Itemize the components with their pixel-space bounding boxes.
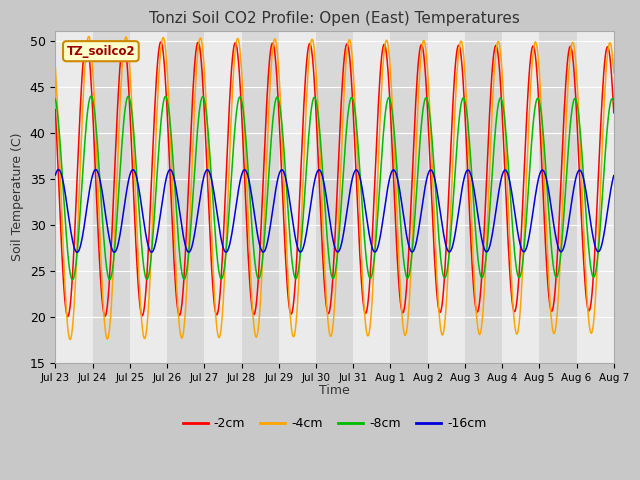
Bar [390,32,428,363]
Bar [130,32,167,363]
Bar [204,32,241,363]
Bar [316,32,353,363]
Text: TZ_soilco2: TZ_soilco2 [67,45,135,58]
X-axis label: Time: Time [319,384,350,397]
Title: Tonzi Soil CO2 Profile: Open (East) Temperatures: Tonzi Soil CO2 Profile: Open (East) Temp… [149,11,520,26]
Bar [93,32,130,363]
Bar [428,32,465,363]
Bar [540,32,577,363]
Bar [241,32,279,363]
Bar [279,32,316,363]
Bar [502,32,540,363]
Y-axis label: Soil Temperature (C): Soil Temperature (C) [11,133,24,262]
Bar [56,32,93,363]
Bar [577,32,614,363]
Bar [167,32,204,363]
Bar [465,32,502,363]
Legend: -2cm, -4cm, -8cm, -16cm: -2cm, -4cm, -8cm, -16cm [177,412,492,435]
Bar [353,32,390,363]
